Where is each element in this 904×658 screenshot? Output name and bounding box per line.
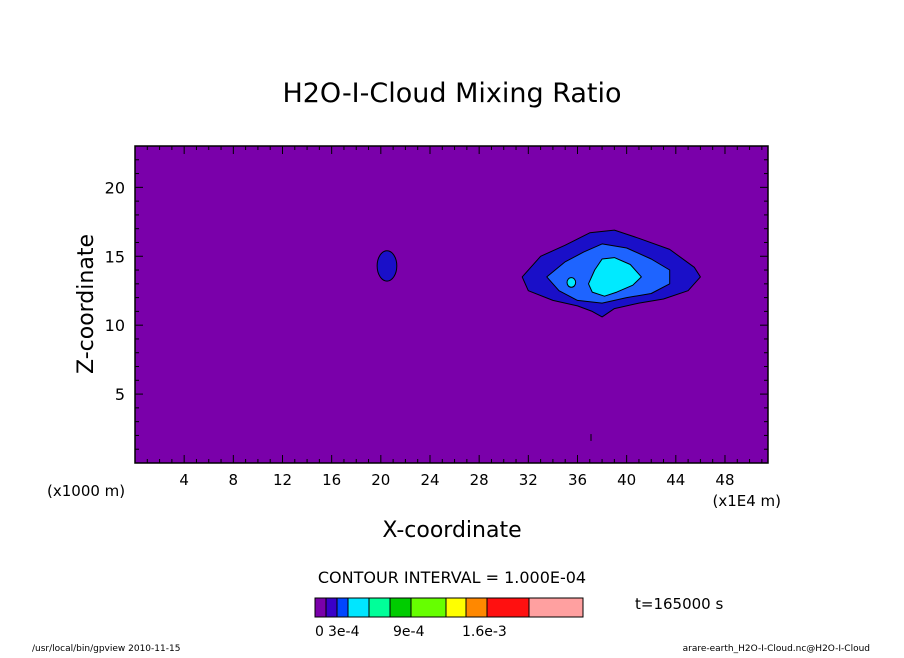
x-tick-label: 36 <box>568 471 587 489</box>
y-unit-label: (x1E4 m) <box>712 492 781 510</box>
contour-region-0 <box>376 250 398 282</box>
colorbar-swatch <box>486 597 530 618</box>
x-unit-label: (x1000 m) <box>47 482 125 500</box>
contour-region-4 <box>566 277 577 288</box>
x-tick-label: 20 <box>371 471 390 489</box>
chart-title: H2O-I-Cloud Mixing Ratio <box>282 78 621 109</box>
colorbar-label: 1.6e-3 <box>462 624 507 640</box>
y-tick-label: 5 <box>115 385 125 404</box>
time-label: t=165000 s <box>635 595 723 613</box>
plot-area <box>135 146 768 463</box>
colorbar-swatch <box>445 597 467 618</box>
colorbar-label: 3e-4 <box>328 624 360 640</box>
colorbar-swatch <box>325 597 338 618</box>
colorbar-labels: 0 3e-4 9e-4 1.6e-3 <box>315 624 507 640</box>
footer-left: /usr/local/bin/gpview 2010-11-15 <box>32 644 180 654</box>
colorbar-swatch <box>465 597 488 618</box>
x-axis-ticks: 4 8 12 16 20 24 28 32 36 40 44 48 <box>146 146 763 489</box>
footer-right: arare-earth_H2O-I-Cloud.nc@H2O-I-Cloud <box>683 644 870 654</box>
x-tick-label: 48 <box>715 471 734 489</box>
x-tick-label: 16 <box>322 471 341 489</box>
colorbar-swatch <box>410 597 447 618</box>
y-axis-ticks: 5 10 15 20 <box>105 159 768 450</box>
colorbar-label: 9e-4 <box>393 624 425 640</box>
contour-region-3 <box>588 257 642 297</box>
x-tick-label: 40 <box>617 471 636 489</box>
colorbar-swatch <box>389 597 412 618</box>
x-tick-label: 24 <box>420 471 439 489</box>
x-tick-label: 32 <box>519 471 538 489</box>
plot-background <box>135 146 768 463</box>
colorbar-swatch <box>528 597 584 618</box>
contour-interval-label: CONTOUR INTERVAL = 1.000E-04 <box>318 568 586 587</box>
colorbar-swatch <box>336 597 349 618</box>
y-axis-label: Z-coordinate <box>74 234 99 374</box>
plot-frame <box>134 145 769 464</box>
contour-layer <box>376 229 701 441</box>
x-tick-label: 44 <box>666 471 685 489</box>
colorbar-swatch <box>314 597 327 618</box>
y-tick-label: 20 <box>105 178 125 197</box>
x-tick-label: 28 <box>470 471 489 489</box>
y-tick-label: 10 <box>105 316 125 335</box>
x-axis-label: X-coordinate <box>382 518 521 543</box>
colorbar-swatch <box>368 597 391 618</box>
y-tick-label: 15 <box>105 247 125 266</box>
x-tick-label: 8 <box>229 471 239 489</box>
x-tick-label: 12 <box>273 471 292 489</box>
colorbar-label: 0 <box>315 624 324 640</box>
x-tick-label: 4 <box>179 471 189 489</box>
colorbar <box>314 597 584 618</box>
colorbar-swatch <box>347 597 370 618</box>
plot-axes <box>134 145 769 464</box>
